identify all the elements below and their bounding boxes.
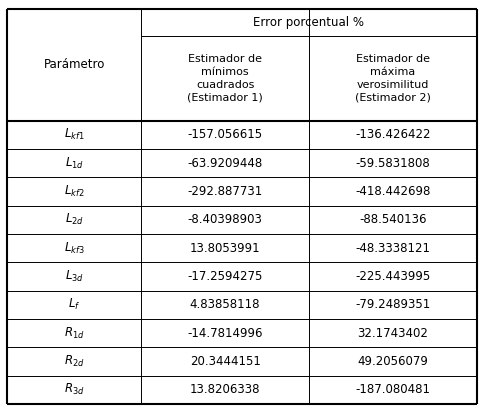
- Text: Parámetro: Parámetro: [44, 58, 105, 71]
- Text: -79.2489351: -79.2489351: [355, 298, 431, 311]
- Text: $L_{1d}$: $L_{1d}$: [65, 156, 84, 171]
- Text: 49.2056079: 49.2056079: [358, 355, 428, 368]
- Text: 32.1743402: 32.1743402: [358, 327, 428, 339]
- Text: -17.2594275: -17.2594275: [187, 270, 263, 283]
- Text: -88.540136: -88.540136: [359, 213, 427, 226]
- Text: $L_{kf1}$: $L_{kf1}$: [64, 127, 85, 142]
- Text: -418.442698: -418.442698: [355, 185, 431, 198]
- Text: $L_{3d}$: $L_{3d}$: [65, 269, 84, 284]
- Text: $L_{kf3}$: $L_{kf3}$: [64, 241, 85, 256]
- Text: $L_{f}$: $L_{f}$: [68, 297, 80, 313]
- Text: Error porcentual %: Error porcentual %: [254, 16, 364, 29]
- Text: -8.40398903: -8.40398903: [188, 213, 262, 226]
- Text: -157.056615: -157.056615: [187, 129, 263, 142]
- Text: 20.3444151: 20.3444151: [190, 355, 260, 368]
- Text: -136.426422: -136.426422: [355, 129, 431, 142]
- Text: -292.887731: -292.887731: [187, 185, 263, 198]
- Text: Estimador de
mínimos
cuadrados
(Estimador 1): Estimador de mínimos cuadrados (Estimado…: [187, 54, 263, 102]
- Text: $L_{kf2}$: $L_{kf2}$: [64, 184, 85, 199]
- Text: -14.7814996: -14.7814996: [187, 327, 263, 339]
- Text: $R_{2d}$: $R_{2d}$: [64, 354, 85, 369]
- Text: -59.5831808: -59.5831808: [356, 157, 430, 170]
- Text: 4.83858118: 4.83858118: [190, 298, 260, 311]
- Text: 13.8206338: 13.8206338: [190, 383, 260, 396]
- Text: 13.8053991: 13.8053991: [190, 242, 260, 255]
- Text: $R_{1d}$: $R_{1d}$: [64, 326, 85, 341]
- Text: -225.443995: -225.443995: [355, 270, 431, 283]
- Text: $R_{3d}$: $R_{3d}$: [64, 382, 85, 397]
- Text: -48.3338121: -48.3338121: [355, 242, 430, 255]
- Text: Estimador de
máxima
verosimilitud
(Estimador 2): Estimador de máxima verosimilitud (Estim…: [355, 54, 431, 102]
- Text: -187.080481: -187.080481: [355, 383, 430, 396]
- Text: -63.9209448: -63.9209448: [187, 157, 263, 170]
- Text: $L_{2d}$: $L_{2d}$: [65, 212, 84, 227]
